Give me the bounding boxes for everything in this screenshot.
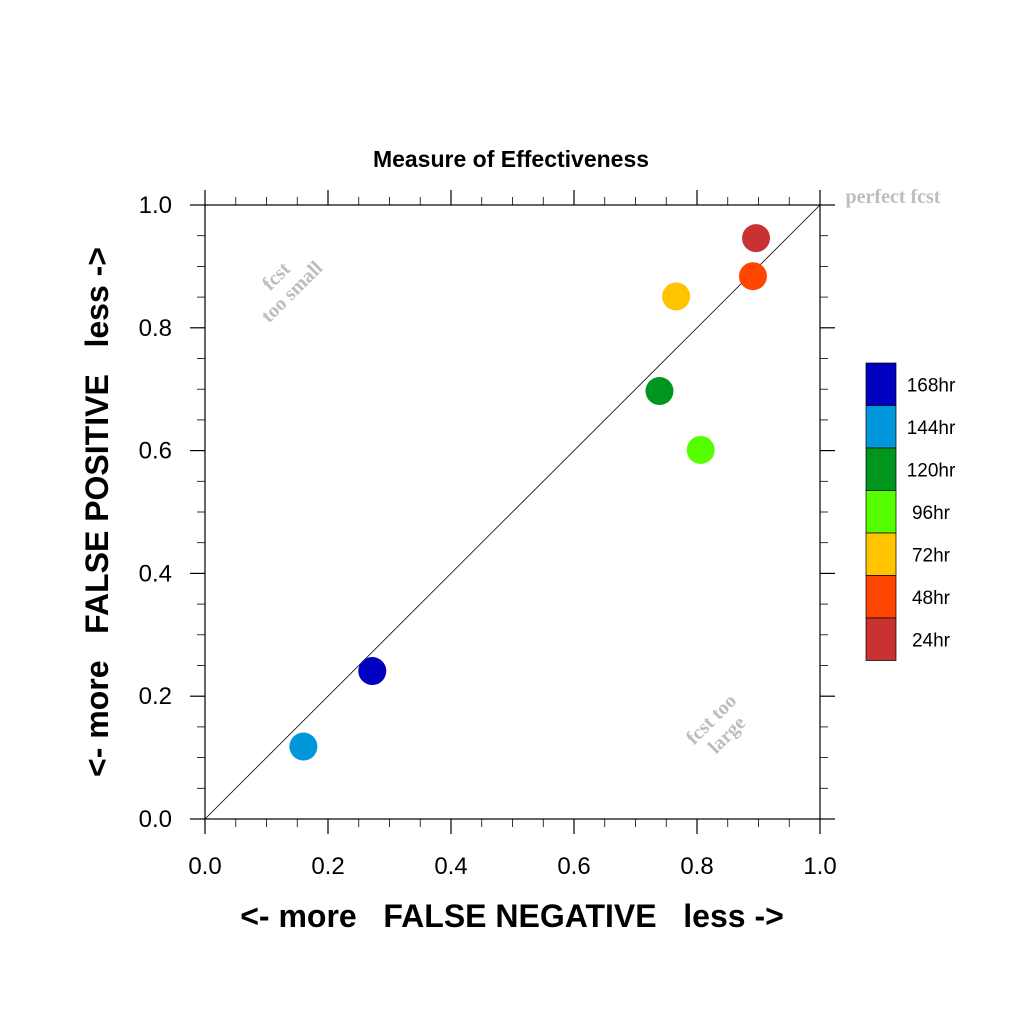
annotation-fcst-too-small: fcst too small [257,257,327,327]
point-24hr [742,224,771,253]
point-120hr [645,377,674,406]
y-tick-labels: 0.0 0.2 0.4 0.6 0.8 1.0 [139,192,172,833]
legend-swatch-120hr [865,447,897,491]
tick-marks [190,190,835,834]
legend-label-96hr: 96hr [912,503,951,524]
legend-label-168hr: 168hr [907,375,956,396]
legend-swatch-48hr [865,575,897,619]
data-points [289,224,771,761]
annotation-perfect-fcst: perfect fcst [846,186,941,208]
x-tick-label: 1.0 [803,853,836,880]
point-144hr [289,732,318,761]
point-48hr [738,262,767,291]
legend-swatch-24hr [865,617,897,661]
plot-frame [204,204,821,820]
perfect-forecast-diagonal [204,204,821,820]
annotation-fcst-too-large: fcst too large [682,690,750,758]
legend-swatch-144hr [865,405,897,449]
legend-swatch-96hr [865,490,897,534]
point-168hr [358,657,387,686]
y-axis-label: <- more FALSE POSITIVE less -> [79,247,115,777]
chart-title: Measure of Effectiveness [373,146,649,172]
y-tick-label: 1.0 [139,192,172,219]
legend-label-24hr: 24hr [912,630,951,651]
x-tick-labels: 0.0 0.2 0.4 0.6 0.8 1.0 [188,853,836,880]
x-tick-label: 0.2 [311,853,344,880]
y-tick-label: 0.4 [139,560,172,587]
y-tick-label: 0.8 [139,315,172,342]
annotation-too-small-line2: too small [257,257,327,327]
legend-label-144hr: 144hr [907,418,956,439]
x-tick-label: 0.4 [434,853,467,880]
y-tick-label: 0.2 [139,683,172,710]
legend-label-72hr: 72hr [912,545,951,566]
point-96hr [686,435,715,464]
legend-label-120hr: 120hr [907,460,956,481]
legend-swatch-168hr [865,362,897,406]
point-72hr [662,282,691,311]
x-tick-label: 0.8 [680,853,713,880]
y-tick-label: 0.0 [139,806,172,833]
y-tick-label: 0.6 [139,438,172,465]
x-tick-label: 0.6 [557,853,590,880]
x-axis-label: <- more FALSE NEGATIVE less -> [240,898,784,934]
x-tick-label: 0.0 [188,853,221,880]
legend-swatch-72hr [865,532,897,576]
legend: 168hr 144hr 120hr 96hr 72hr 48hr 24hr [865,362,956,661]
legend-label-48hr: 48hr [912,588,951,609]
